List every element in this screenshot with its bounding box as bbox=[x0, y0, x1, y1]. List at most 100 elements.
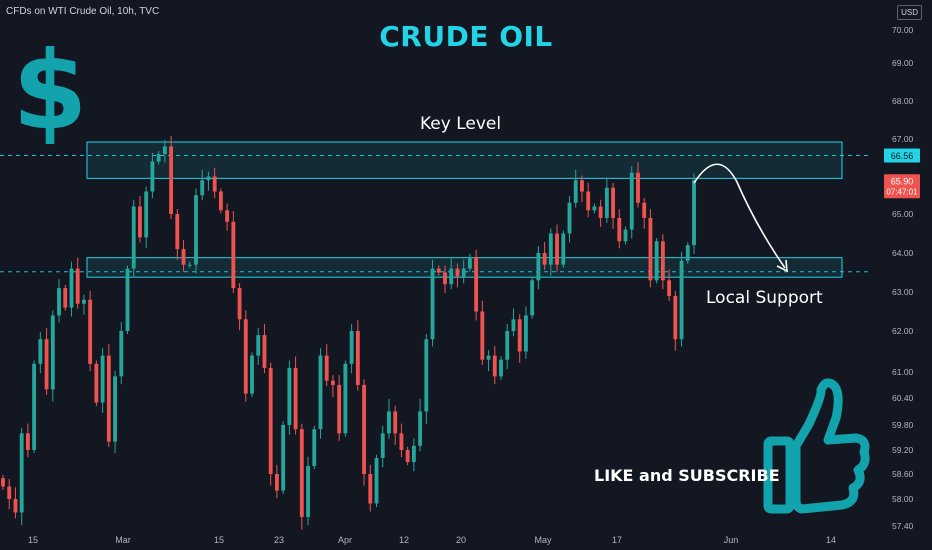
candle bbox=[580, 180, 584, 192]
y-tick-label: 59.20 bbox=[892, 445, 914, 455]
bar-countdown: 07:47:01 bbox=[886, 187, 918, 196]
candle bbox=[492, 355, 497, 377]
candle bbox=[692, 180, 696, 246]
y-tick-label: 57.40 bbox=[892, 521, 914, 531]
candle bbox=[194, 195, 198, 265]
candle bbox=[573, 180, 578, 203]
currency-button[interactable]: USD bbox=[897, 5, 922, 20]
candle bbox=[181, 249, 186, 265]
candle bbox=[100, 355, 105, 403]
candle bbox=[318, 355, 323, 430]
y-tick-label: 62.00 bbox=[892, 326, 914, 336]
candle bbox=[355, 331, 360, 385]
candle bbox=[169, 146, 174, 214]
candle bbox=[218, 191, 223, 211]
chart-title: CRUDE OIL bbox=[379, 20, 553, 53]
x-tick-label: Mar bbox=[115, 535, 131, 545]
candle bbox=[523, 315, 528, 352]
curved-arrow-icon bbox=[693, 163, 788, 273]
candle bbox=[187, 264, 192, 266]
candle bbox=[517, 319, 522, 352]
candle bbox=[667, 280, 672, 296]
candle bbox=[405, 450, 410, 462]
candle bbox=[250, 355, 254, 394]
candle bbox=[474, 256, 479, 312]
candle bbox=[138, 206, 142, 238]
candle bbox=[436, 268, 441, 273]
candle bbox=[636, 172, 640, 203]
last-price-value: 65.90 bbox=[891, 176, 914, 186]
candle bbox=[685, 245, 690, 261]
candle bbox=[268, 367, 273, 474]
candle bbox=[374, 458, 379, 504]
candle bbox=[679, 260, 684, 340]
candle bbox=[306, 466, 310, 517]
x-tick-label: 20 bbox=[456, 535, 466, 545]
candle bbox=[399, 433, 404, 450]
candle bbox=[542, 253, 547, 265]
y-tick-label: 69.00 bbox=[892, 58, 914, 68]
level-price-tag bbox=[884, 148, 920, 163]
y-tick-label: 60.40 bbox=[892, 393, 914, 403]
candle bbox=[32, 363, 37, 450]
candle bbox=[343, 363, 348, 434]
y-tick-label: 65.00 bbox=[892, 209, 914, 219]
candle bbox=[119, 331, 124, 377]
candle bbox=[274, 474, 279, 491]
candle bbox=[19, 433, 24, 513]
y-tick-label: 64.00 bbox=[892, 248, 914, 258]
candle bbox=[281, 425, 286, 491]
y-tick-label: 68.00 bbox=[892, 96, 914, 106]
candle bbox=[69, 268, 74, 308]
candle bbox=[299, 429, 304, 517]
candle bbox=[131, 206, 136, 269]
y-tick-label: 59.80 bbox=[892, 420, 914, 430]
candle bbox=[349, 331, 354, 364]
candle bbox=[75, 268, 80, 304]
candle bbox=[13, 499, 18, 513]
local-support-label: Local Support bbox=[706, 288, 823, 308]
candle bbox=[63, 288, 68, 308]
candle bbox=[368, 474, 373, 504]
candle bbox=[106, 355, 111, 442]
like-subscribe-text: LIKE and SUBSCRIBE bbox=[594, 466, 780, 485]
candle bbox=[648, 217, 653, 281]
candle bbox=[94, 363, 99, 403]
candle bbox=[499, 359, 503, 377]
candle bbox=[125, 268, 130, 331]
x-tick-label: 23 bbox=[274, 535, 284, 545]
x-tick-label: Jun bbox=[724, 535, 739, 545]
dollar-sign-icon: $ bbox=[12, 29, 87, 154]
candle bbox=[57, 288, 61, 316]
candle bbox=[262, 335, 267, 368]
x-tick-label: Apr bbox=[338, 535, 352, 545]
candle bbox=[617, 217, 622, 242]
x-tick-label: 17 bbox=[612, 535, 622, 545]
candle bbox=[586, 191, 591, 211]
candle bbox=[660, 241, 665, 281]
candle bbox=[561, 233, 566, 265]
candle bbox=[25, 433, 30, 450]
candle bbox=[113, 376, 117, 442]
candle bbox=[548, 233, 553, 265]
y-tick-label: 58.00 bbox=[892, 494, 914, 504]
candle bbox=[611, 187, 616, 218]
key-level-zone bbox=[86, 141, 843, 179]
candle bbox=[530, 280, 535, 316]
y-tick-label: 61.00 bbox=[892, 367, 914, 377]
candle bbox=[237, 288, 242, 320]
candle bbox=[7, 486, 12, 499]
candle bbox=[337, 385, 342, 434]
candle bbox=[567, 202, 572, 234]
candle bbox=[629, 172, 634, 230]
candle bbox=[81, 299, 86, 304]
candle bbox=[449, 268, 454, 285]
candle bbox=[144, 191, 149, 238]
candle bbox=[50, 315, 55, 390]
x-tick-label: 15 bbox=[214, 535, 224, 545]
x-tick-label: 15 bbox=[28, 535, 38, 545]
y-tick-label: 58.60 bbox=[892, 469, 914, 479]
level-price-value: 66.56 bbox=[891, 151, 914, 161]
